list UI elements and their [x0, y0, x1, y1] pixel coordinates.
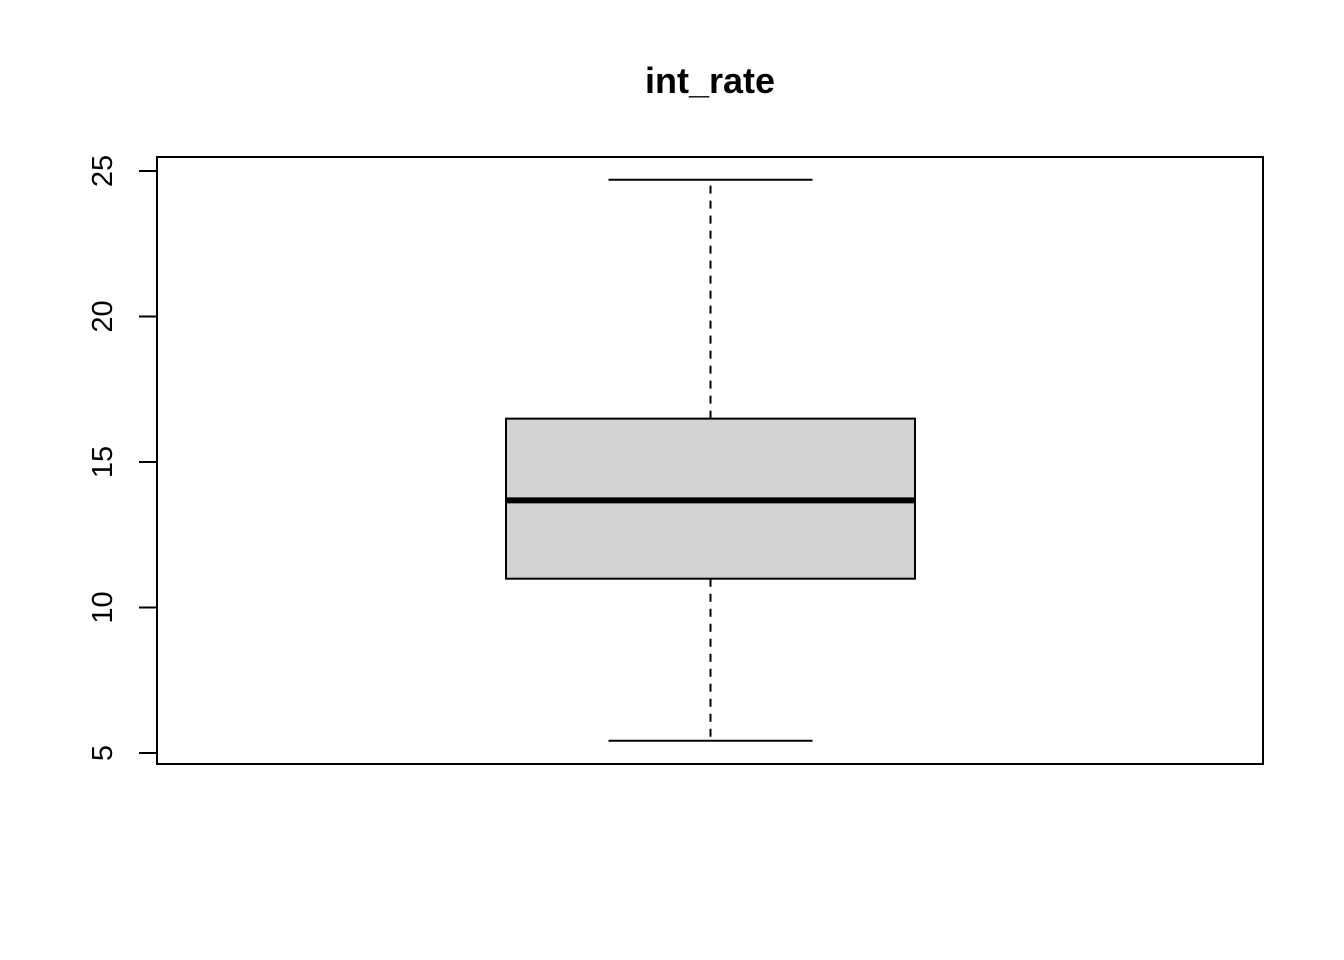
y-tick-label: 25 [87, 155, 119, 187]
y-tick-label: 10 [87, 591, 119, 623]
y-tick-label: 15 [87, 446, 119, 478]
box-plot [505, 178, 916, 742]
y-tick-label: 5 [87, 745, 119, 761]
y-tick-label: 20 [87, 300, 119, 332]
plot-frame [156, 156, 1264, 765]
chart-title: int_rate [645, 60, 775, 101]
y-axis: 5 10 15 20 25 [87, 155, 158, 761]
